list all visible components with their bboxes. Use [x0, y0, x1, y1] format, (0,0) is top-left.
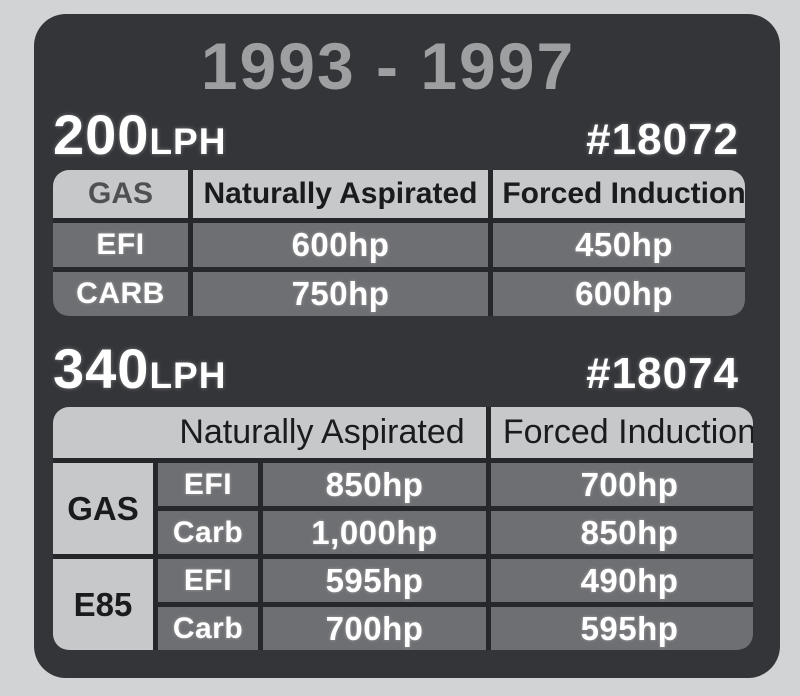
- spec-table-200lph: GAS Naturally Aspirated Forced Induction…: [53, 170, 745, 316]
- value-e85-efi-fi: 490hp: [491, 559, 753, 602]
- model-unit: LPH: [149, 121, 227, 162]
- row-label-gas-efi: EFI: [158, 463, 258, 506]
- row-label-e85-efi: EFI: [158, 559, 258, 602]
- value-carb-na: 750hp: [193, 272, 488, 316]
- year-range-title: 1993 - 1997: [200, 29, 576, 103]
- spec-table-340lph: Naturally Aspirated Forced Induction GAS…: [53, 407, 753, 650]
- value-e85-efi-na: 595hp: [263, 559, 486, 602]
- model-title-200lph: 200LPH: [53, 102, 226, 167]
- column-header-forced-induction: Forced Induction: [491, 407, 753, 458]
- fuel-group-label-gas: GAS: [53, 463, 153, 554]
- model-number: 340: [53, 337, 150, 400]
- column-header-naturally-aspirated: Naturally Aspirated: [193, 170, 488, 218]
- model-title-340lph: 340LPH: [53, 336, 226, 401]
- spec-card: 1993 - 1997 200LPH #18072 GAS Naturally …: [34, 14, 780, 678]
- row-label-e85-carb: Carb: [158, 607, 258, 650]
- value-carb-fi: 600hp: [493, 272, 745, 316]
- row-label-carb: CARB: [53, 272, 188, 316]
- row-label-gas-carb: Carb: [158, 511, 258, 554]
- value-efi-na: 600hp: [193, 223, 488, 267]
- value-gas-efi-fi: 700hp: [491, 463, 753, 506]
- value-gas-carb-fi: 850hp: [491, 511, 753, 554]
- value-gas-carb-na: 1,000hp: [263, 511, 486, 554]
- column-header-gas: GAS: [53, 170, 188, 218]
- fuel-group-label-e85: E85: [53, 559, 153, 650]
- value-e85-carb-fi: 595hp: [491, 607, 753, 650]
- model-unit: LPH: [149, 355, 227, 396]
- value-efi-fi: 450hp: [493, 223, 745, 267]
- model-number: 200: [53, 103, 150, 166]
- row-label-efi: EFI: [53, 223, 188, 267]
- column-header-naturally-aspirated: Naturally Aspirated: [53, 407, 486, 458]
- part-number-18072: #18072: [586, 115, 739, 164]
- section-header-340lph: 340LPH #18074: [53, 336, 753, 401]
- value-e85-carb-na: 700hp: [263, 607, 486, 650]
- part-number-18074: #18074: [586, 349, 739, 398]
- section-header-200lph: 200LPH #18072: [53, 102, 753, 167]
- column-header-forced-induction: Forced Induction: [493, 170, 745, 218]
- value-gas-efi-na: 850hp: [263, 463, 486, 506]
